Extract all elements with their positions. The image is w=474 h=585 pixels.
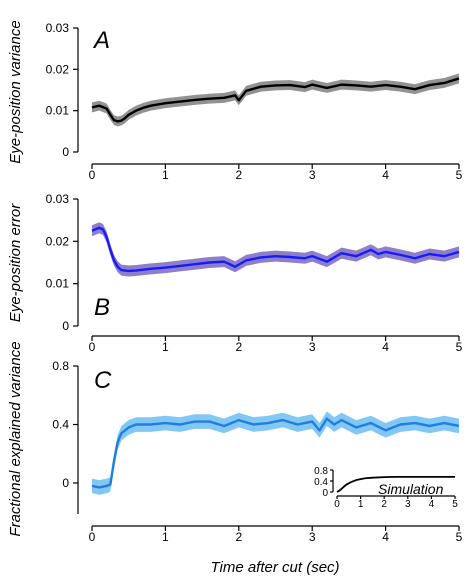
- y-tick-label: 0.4: [314, 477, 328, 488]
- y-tick-label: 0: [62, 145, 69, 159]
- y-tick-label: 0.8: [52, 359, 69, 373]
- x-tick-label: 1: [162, 168, 169, 182]
- x-tick-label: 3: [309, 168, 316, 182]
- x-tick-label: 0: [334, 499, 340, 510]
- x-tick-label: 3: [405, 499, 411, 510]
- panel-letter-c: C: [94, 367, 112, 394]
- panel-letter-b: B: [94, 294, 110, 321]
- y-tick-label: 0: [322, 488, 328, 499]
- series-line: [91, 77, 460, 123]
- x-tick-label: 1: [162, 340, 169, 354]
- x-tick-label: 2: [381, 499, 387, 510]
- error-band: [92, 411, 459, 495]
- y-tick-label: 0.02: [46, 234, 70, 248]
- x-tick-label: 2: [235, 168, 242, 182]
- y-axis-title-c: Fractional explained variance: [7, 341, 24, 536]
- inset-simulation: 00.40.80 1 2 3 4 5: [314, 466, 458, 510]
- x-tick-label: 0: [89, 340, 96, 354]
- x-tick-label: 5: [456, 530, 463, 544]
- x-tick-label: 4: [382, 530, 389, 544]
- y-tick-label: 0.03: [46, 192, 70, 206]
- x-tick-label: 2: [235, 530, 242, 544]
- error-band: [92, 73, 459, 127]
- y-tick-label: 0: [62, 476, 69, 490]
- x-tick-label: 4: [382, 340, 389, 354]
- x-tick-label: 4: [429, 499, 435, 510]
- y-axis-title-b: Eye-position error: [7, 203, 24, 322]
- panel-a: 0 0.01 0.02 0.03 0 1 2 3 4 5: [46, 21, 463, 182]
- panel-b: 0 0.01 0.02 0.03 0 1 2 3 4 5: [46, 192, 463, 354]
- y-tick-label: 0.01: [46, 277, 70, 291]
- series-line: [336, 475, 455, 493]
- x-tick-label: 3: [309, 340, 316, 354]
- x-tick-label: 3: [309, 530, 316, 544]
- panel-letter-a: A: [92, 27, 110, 54]
- y-tick-label: 0: [62, 319, 69, 333]
- x-tick-label: 2: [235, 340, 242, 354]
- x-tick-label: 1: [358, 499, 364, 510]
- y-tick-label: 0.02: [46, 62, 70, 76]
- y-tick-label: 0.8: [314, 466, 328, 477]
- x-tick-label: 0: [89, 530, 96, 544]
- y-tick-label: 0.4: [52, 418, 69, 432]
- x-tick-label: 5: [452, 499, 458, 510]
- x-tick-label: 5: [456, 340, 463, 354]
- x-tick-label: 4: [382, 168, 389, 182]
- x-tick-label: 1: [162, 530, 169, 544]
- y-tick-label: 0.01: [46, 104, 70, 118]
- x-tick-label: 5: [456, 168, 463, 182]
- inset-title: Simulation: [378, 481, 444, 497]
- series-line: [91, 417, 460, 489]
- x-axis-title: Time after cut (sec): [210, 559, 339, 576]
- panel-c: 00.40.80 1 2 3 4 5: [52, 359, 462, 544]
- y-tick-label: 0.03: [46, 21, 70, 35]
- error-band: [92, 222, 459, 277]
- x-tick-label: 0: [89, 168, 96, 182]
- y-axis-title-a: Eye-position variance: [7, 20, 24, 163]
- series-line: [91, 226, 460, 273]
